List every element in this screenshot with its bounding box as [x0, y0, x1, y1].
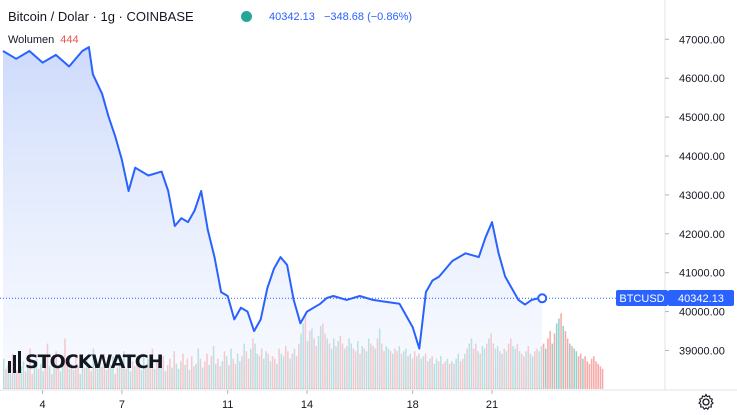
y-tick-label: 44000.00	[679, 151, 725, 163]
volume-bar	[569, 343, 571, 389]
volume-bar	[597, 363, 599, 389]
x-tick-label: 21	[486, 399, 498, 411]
y-tick-label: 41000.00	[679, 268, 725, 280]
volume-value: 444	[60, 34, 79, 46]
x-tick-label: 18	[407, 399, 419, 411]
volume-bar	[593, 356, 595, 389]
stockwatch-logo: STOCKWATCH	[8, 349, 164, 375]
volume-bar	[560, 313, 562, 389]
y-tick-label: 39000.00	[679, 346, 725, 358]
price-line	[2, 46, 543, 350]
x-tick-label: 7	[119, 399, 125, 411]
volume-bar	[601, 368, 604, 389]
price-area-fill	[3, 47, 543, 388]
volume-bar	[547, 338, 549, 389]
price-tag: BTCUSD 40342.13	[616, 290, 734, 306]
logo-text: STOCKWATCH	[25, 351, 164, 373]
y-tick-label: 43000.00	[679, 190, 725, 202]
y-tick-label: 45000.00	[679, 112, 725, 124]
volume-bar	[542, 343, 545, 389]
volume-label: Wolumen	[8, 34, 55, 46]
y-tick-label: 47000.00	[679, 34, 725, 46]
volume-bar	[553, 333, 556, 389]
volume-bar	[582, 358, 584, 389]
gear-icon[interactable]	[697, 393, 715, 411]
volume-legend[interactable]: Wolumen 444	[8, 34, 79, 46]
volume-bar	[586, 361, 589, 389]
price-tag-value: 40342.13	[678, 293, 724, 305]
volume-bar	[564, 331, 567, 389]
price-tag-symbol: BTCUSD	[619, 293, 664, 305]
volume-bar	[555, 323, 558, 389]
volume-bar	[590, 358, 593, 389]
volume-bar	[566, 338, 569, 389]
volume-bar	[575, 351, 578, 389]
x-axis-labels: 4 7 11 14 18 21	[40, 390, 498, 411]
x-tick-label: 4	[40, 399, 46, 411]
last-price-dot	[537, 293, 548, 304]
x-tick-label: 11	[222, 399, 233, 411]
market-status-dot	[241, 11, 252, 22]
header-quote: 40342.13 −348.68 (−0.86%)	[269, 11, 412, 23]
volume-bar	[558, 318, 560, 389]
price-tag-symbol-bg	[616, 290, 668, 306]
volume-bar	[599, 366, 602, 389]
header-change: −348.68 (−0.86%)	[323, 11, 413, 23]
price-tag-value-bg	[668, 290, 734, 306]
volume-bar	[562, 325, 565, 389]
chart-title: Bitcoin / Dolar · 1g · COINBASE	[8, 9, 194, 24]
volume-bar	[577, 356, 580, 389]
volume-bar	[571, 346, 573, 389]
volume-bar	[549, 331, 551, 389]
logo-bars-icon	[8, 351, 21, 373]
volume-bar	[573, 348, 575, 389]
header-price: 40342.13	[269, 11, 315, 23]
x-tick-label: 14	[301, 399, 313, 411]
y-axis-labels: 47000.00 46000.00 45000.00 44000.00 43000.00…	[665, 34, 725, 358]
volume-bar	[551, 343, 554, 389]
volume-bar	[584, 356, 586, 389]
volume-bar	[544, 348, 547, 389]
volume-bar	[579, 353, 582, 389]
volume-bar	[595, 361, 597, 389]
y-tick-label: 46000.00	[679, 73, 725, 85]
y-tick-label: 42000.00	[679, 229, 725, 241]
y-tick-label: 40000.00	[679, 307, 725, 319]
volume-bar	[588, 363, 591, 389]
